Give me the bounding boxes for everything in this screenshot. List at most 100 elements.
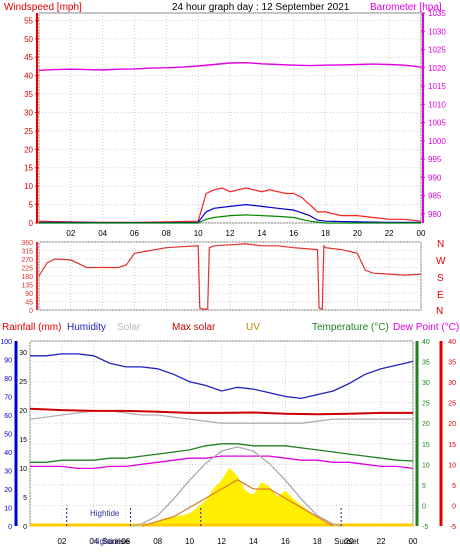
compass-s: S [437,273,444,284]
humidity-tick-label: 60 [4,413,12,420]
panel1-x-tick-label: 00 [417,229,426,238]
label-max-solar: Max solar [172,322,216,333]
temp-tick-label: 5 [422,483,426,490]
panel1-series [38,61,422,224]
direction-tick-label: 0 [29,308,33,315]
temp-tick-label: 15 [422,442,430,449]
wind-tick-label: 55 [24,16,33,25]
series-barometer [38,61,422,71]
label-uv: UV [246,322,260,333]
label-dewpoint: Dew Point (°C) [393,322,459,333]
panel3-x-tick-label: 10 [185,537,194,546]
panel1-x-tick-label: 16 [289,229,298,238]
direction-tick-label: 45 [25,300,33,307]
panel2-series [38,243,422,310]
panel3-x-tick-label: 04 [89,537,98,546]
wind-tick-label: 0 [29,219,34,228]
direction-tick-label: 315 [21,249,33,256]
panel3-x-tick-label: 14 [249,537,258,546]
baro-tick-label: 1005 [428,119,446,128]
panel1-x-tick-label: 12 [226,229,235,238]
compass-e: E [437,290,444,301]
dew-tick-label: -5 [450,524,456,531]
panel1-x-tick-label: 14 [257,229,266,238]
humidity-tick-label: 100 [0,339,12,346]
series-gust [38,187,422,223]
compass-n-bottom: N [436,306,443,317]
baro-tick-label: 1025 [428,46,446,55]
chart-title: 24 hour graph day : 12 September 2021 [172,2,350,13]
compass-w: W [436,256,446,267]
direction-tick-label: 360 [21,240,33,247]
baro-tick-label: 1010 [428,100,446,109]
series-lowest [39,214,421,224]
dew-tick-label: 40 [448,339,456,346]
wind-tick-label: 5 [29,201,34,210]
rain-tick-label: 15 [19,437,27,444]
series-direction [38,243,422,310]
annotation-hightide-2: Hightide [92,537,122,546]
baro-tick-label: 980 [428,210,442,219]
temp-tick-label: 10 [422,462,430,469]
wind-tick-label: 40 [24,72,33,81]
baro-tick-label: 995 [428,155,442,164]
series-humidity [30,353,414,400]
panel1-ticks: 0510152025303540455055980985990995100010… [24,9,446,238]
dew-tick-label: 10 [448,462,456,469]
temp-tick-label: 40 [422,339,430,346]
direction-tick-label: 225 [21,266,33,273]
panel2-grid [38,241,422,311]
panel3-x-tick-label: 22 [377,537,386,546]
panel3-series [29,353,414,527]
humidity-tick-label: 30 [4,469,12,476]
baro-tick-label: 1035 [428,9,446,18]
humidity-tick-label: 50 [4,432,12,439]
wind-tick-label: 30 [24,108,33,117]
wind-axis-title: Windspeed [mph] [4,2,82,13]
panel1-x-tick-label: 02 [66,229,75,238]
humidity-tick-label: 0 [8,524,12,531]
panel1-x-tick-label: 08 [162,229,171,238]
panel1-x-tick-label: 04 [98,229,107,238]
temp-tick-label: 20 [422,421,430,428]
temp-tick-label: -5 [422,524,428,531]
baro-axis-title: Barometer [hpa] [370,2,442,13]
rain-tick-label: 30 [19,350,27,357]
wind-tick-label: 10 [24,182,33,191]
rain-tick-label: 5 [23,495,27,502]
series-maxsolar [131,446,342,527]
direction-tick-label: 180 [21,274,33,281]
wind-tick-label: 45 [24,53,33,62]
series-uv [141,479,334,527]
rain-tick-label: 10 [19,466,27,473]
panel1-x-tick-label: 10 [194,229,203,238]
label-temperature: Temperature (°C) [312,322,389,333]
rain-tick-label: 0 [23,524,27,531]
direction-tick-label: 135 [21,283,33,290]
label-humidity: Humidity [67,322,106,333]
humidity-tick-label: 80 [4,376,12,383]
baro-tick-label: 990 [428,173,442,182]
temp-tick-label: 25 [422,401,430,408]
baro-tick-label: 1020 [428,64,446,73]
baro-tick-label: 1015 [428,82,446,91]
baro-tick-label: 1030 [428,27,446,36]
dew-tick-label: 25 [448,401,456,408]
direction-tick-label: 90 [25,291,33,298]
dew-tick-label: 5 [452,483,456,490]
panel3-x-tick-label: 08 [153,537,162,546]
dew-tick-label: 35 [448,360,456,367]
wind-tick-label: 50 [24,35,33,44]
dew-tick-label: 20 [448,421,456,428]
dew-tick-label: 30 [448,380,456,387]
compass-n-top: N [437,239,444,250]
humidity-tick-label: 10 [4,506,12,513]
panel1-x-tick-label: 22 [385,229,394,238]
panel3-x-tick-label: 18 [313,537,322,546]
rain-tick-label: 25 [19,379,27,386]
humidity-tick-label: 40 [4,450,12,457]
panel3-x-tick-label: 12 [217,537,226,546]
